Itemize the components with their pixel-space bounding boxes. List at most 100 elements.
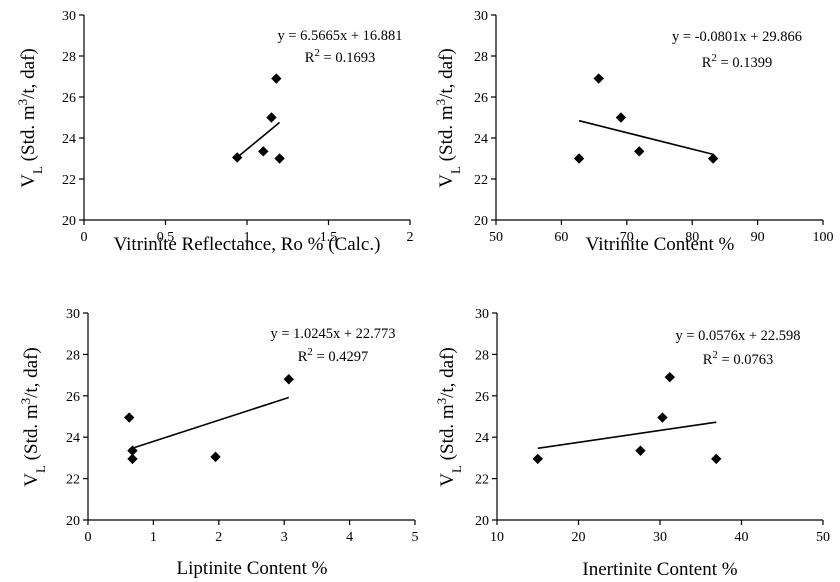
chart-1-x-tick-label: 2 <box>407 230 414 245</box>
chart-4-x-tick-label: 50 <box>816 530 830 545</box>
chart-3-x-axis-label: Liptinite Content % <box>177 558 328 579</box>
chart-4-y-tick-label: 22 <box>475 473 489 488</box>
chart-3-y-label-sup: 3 <box>18 398 33 405</box>
chart-3-y-axis-label: VL (Std. m3/t, daf) <box>18 347 48 487</box>
chart-3-y-tick-label: 20 <box>66 514 80 529</box>
chart-4-x-axis-label: Inertinite Content % <box>582 559 737 580</box>
chart-4-y-label-sup: 3 <box>434 398 449 405</box>
chart-2: 50 60 70 80 90 100 20 22 24 26 28 30 Vitrinite Conte… <box>433 9 834 255</box>
chart-3-x-tick-label: 5 <box>412 530 419 545</box>
chart-3-y-tick-label: 24 <box>66 431 80 446</box>
chart-2-data-point <box>707 153 719 164</box>
chart-3-data-point <box>127 445 138 456</box>
chart-2-data-point <box>573 153 585 164</box>
chart-4-r2-value: = 0.0763 <box>718 352 773 368</box>
chart-4-y-label-sub: L <box>449 465 464 473</box>
chart-4-x-tick-label: 30 <box>653 530 667 545</box>
chart-1-y-label-sup: 3 <box>15 99 30 106</box>
chart-2-x-tick-label: 60 <box>554 230 568 245</box>
chart-3-x-tick-label: 2 <box>215 530 222 545</box>
chart-4-y-tick-label: 28 <box>475 348 489 363</box>
chart-1-r2-base: R <box>305 50 315 66</box>
chart-4-equation: y = 0.0576x + 22.598 <box>675 328 800 344</box>
chart-2-x-axis-label: Vitrinite Content % <box>586 234 735 255</box>
chart-3-y-label-sub: L <box>33 465 48 473</box>
chart-1-r-squared: R2 = 0.1693 <box>305 47 375 66</box>
chart-4-r2-sup: 2 <box>712 349 718 361</box>
chart-4-x-tick-label: 10 <box>490 530 504 545</box>
chart-2-y-tick-label: 24 <box>474 132 488 147</box>
chart-1-data-point <box>266 112 277 123</box>
chart-2-data-point <box>634 146 645 157</box>
chart-2-equation: y = -0.0801x + 29.866 <box>672 29 802 45</box>
chart-4-y-tick-label: 20 <box>475 514 489 529</box>
chart-2-y-tick-label: 30 <box>474 9 488 24</box>
chart-4-trendline <box>537 421 717 450</box>
chart-3-data-point <box>283 374 294 385</box>
chart-1-data-point <box>258 146 269 157</box>
chart-1-y-tick-label: 30 <box>62 9 76 24</box>
chart-2-x-tick-label: 90 <box>751 230 765 245</box>
chart-1-x-tick-label: 0.5 <box>157 230 175 245</box>
chart-2-y-tick-label: 26 <box>474 91 488 106</box>
chart-3-x-tick-label: 3 <box>281 530 288 545</box>
chart-2-r2-value: = 0.1399 <box>717 55 772 71</box>
chart-1-r2-sup: 2 <box>314 47 320 59</box>
chart-1-x-axis-label: Vitrinite Reflectance, Ro % (Calc.) <box>114 234 381 255</box>
chart-2-y-axis-label: VL (Std. m3/t, daf) <box>433 48 463 188</box>
chart-4-y-label-post: /t, daf) <box>437 347 458 398</box>
chart-1: 0 0.5 1 1.5 2 20 22 24 26 28 30 Vitrinite Reflectan… <box>15 9 414 255</box>
chart-3-x-tick-label: 0 <box>85 530 92 545</box>
chart-1-y-axis-label: VL (Std. m3/t, daf) <box>15 48 45 188</box>
chart-4-data-point <box>657 412 668 423</box>
chart-1-trendline <box>236 121 281 159</box>
chart-2-y-tick-label: 28 <box>474 50 488 65</box>
chart-2-x-tick-label: 80 <box>685 230 699 245</box>
chart-4-y-tick-label: 26 <box>475 390 489 405</box>
chart-3-r2-value: = 0.4297 <box>313 349 368 365</box>
chart-4-data-point <box>711 453 722 465</box>
chart-3-y-tick-label: 26 <box>66 390 80 405</box>
chart-1-data-point <box>274 153 285 164</box>
chart-1-y-label-pre: (Std. m <box>18 105 39 166</box>
chart-2-x-tick-label: 70 <box>620 230 634 245</box>
chart-4-y-axis-label: VL (Std. m3/t, daf) <box>434 347 464 487</box>
chart-1-y-tick-label: 20 <box>62 214 76 229</box>
chart-1-data-point <box>232 152 243 163</box>
chart-3-y-label-post: /t, daf) <box>21 347 42 398</box>
chart-3-equation: y = 1.0245x + 22.773 <box>270 326 395 342</box>
chart-2-x-tick-label: 50 <box>489 230 503 245</box>
chart-1-r2-value: = 0.1693 <box>320 50 375 66</box>
chart-3-trendline <box>128 396 290 450</box>
chart-1-y-label-sub: L <box>30 166 45 174</box>
chart-4-x-tick-label: 40 <box>735 530 749 545</box>
chart-1-y-label-base: V <box>18 174 39 188</box>
chart-1-x-tick-label: 1 <box>244 230 251 245</box>
chart-4-r-squared: R2 = 0.0763 <box>703 349 773 368</box>
chart-4-y-label-pre: (Std. m <box>437 404 458 465</box>
chart-1-y-tick-label: 28 <box>62 50 76 65</box>
chart-2-y-label-pre: (Std. m <box>436 105 457 166</box>
chart-2-y-tick-label: 22 <box>474 173 488 188</box>
chart-4-data-point <box>664 371 675 383</box>
chart-3-r2-sup: 2 <box>307 346 313 358</box>
chart-1-y-tick-label: 26 <box>62 91 76 106</box>
chart-1-x-tick-label: 1.5 <box>320 230 338 245</box>
chart-2-y-label-sub: L <box>448 166 463 174</box>
chart-1-data-point <box>271 73 282 84</box>
chart-4-y-label-base: V <box>437 473 458 487</box>
chart-3-y-label-base: V <box>21 473 42 487</box>
chart-1-x-tick-label: 0 <box>81 230 88 245</box>
chart-3-y-tick-label: 28 <box>66 348 80 363</box>
chart-3-data-point <box>124 412 135 423</box>
chart-1-equation: y = 6.5665x + 16.881 <box>277 28 402 44</box>
chart-2-r2-sup: 2 <box>711 52 717 64</box>
chart-2-r-squared: R2 = 0.1399 <box>702 52 772 71</box>
chart-3-x-tick-label: 1 <box>150 530 157 545</box>
chart-2-y-tick-label: 20 <box>474 214 488 229</box>
chart-2-data-point <box>593 73 604 84</box>
chart-2-r2-base: R <box>702 55 712 71</box>
chart-2-y-label-post: /t, daf) <box>436 48 457 99</box>
